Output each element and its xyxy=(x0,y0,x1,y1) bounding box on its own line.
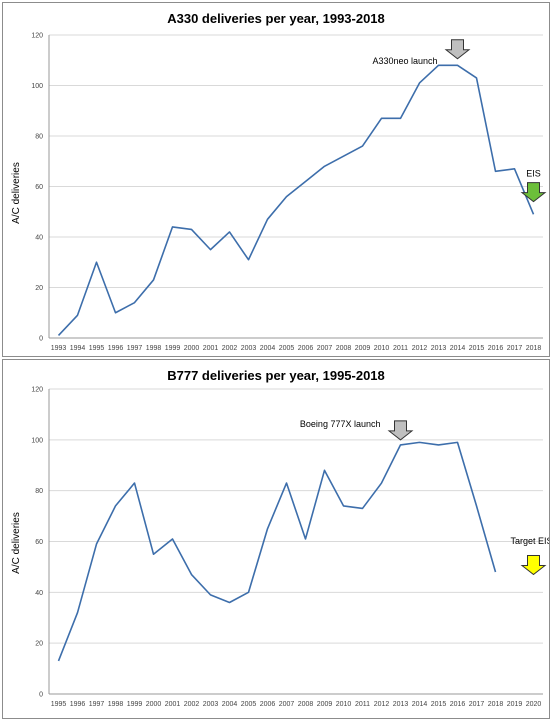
x-tick-label: 2018 xyxy=(526,345,542,352)
annotation-label: Boeing 777X launch xyxy=(300,419,381,429)
y-tick-label: 80 xyxy=(35,488,43,495)
y-tick-label: 40 xyxy=(35,590,43,597)
annotations: Boeing 777X launch Target EIS xyxy=(300,419,549,576)
x-tick-label: 1998 xyxy=(108,701,124,708)
x-tick-label: 2012 xyxy=(374,701,390,708)
x-tick-label: 2016 xyxy=(488,345,504,352)
y-tick-labels: 0 20 40 60 80 100 120 xyxy=(31,387,43,699)
annotations: A330neo launch EIS xyxy=(372,39,547,203)
x-tick-label: 2001 xyxy=(203,345,219,352)
x-tick-label: 2008 xyxy=(336,345,352,352)
y-tick-label: 0 xyxy=(39,692,43,699)
y-axis-label: A/C deliveries xyxy=(11,162,22,224)
series-line-path xyxy=(57,441,497,662)
b777-chart: B777 deliveries per year, 1995-2018 A/C … xyxy=(11,368,549,708)
x-tick-label: 1999 xyxy=(165,345,181,352)
series-line xyxy=(57,64,535,337)
x-tick-label: 2007 xyxy=(317,345,333,352)
x-tick-label: 2015 xyxy=(431,701,447,708)
x-tick-label: 2014 xyxy=(450,345,466,352)
x-tick-label: 2003 xyxy=(203,701,219,708)
y-tick-label: 60 xyxy=(35,539,43,546)
chart-title: A330 deliveries per year, 1993-2018 xyxy=(167,11,385,26)
y-tick-label: 100 xyxy=(31,437,43,444)
x-tick-label: 2011 xyxy=(355,701,370,708)
annotation-arrow-icon xyxy=(387,420,414,441)
y-tick-label: 20 xyxy=(35,285,43,292)
y-tick-label: 80 xyxy=(35,134,43,141)
x-tick-label: 2013 xyxy=(431,345,447,352)
x-tick-label: 2001 xyxy=(165,701,181,708)
x-tick-label: 1995 xyxy=(51,701,67,708)
x-tick-label: 2009 xyxy=(355,345,371,352)
x-tick-label: 2003 xyxy=(241,345,257,352)
x-tick-label: 2012 xyxy=(412,345,428,352)
a330-chart: A330 deliveries per year, 1993-2018 A/C … xyxy=(11,11,547,352)
x-tick-label: 2009 xyxy=(317,701,333,708)
x-tick-label: 1998 xyxy=(146,345,162,352)
x-tick-label: 2004 xyxy=(260,345,276,352)
annotation-label: Target EIS xyxy=(510,536,549,546)
x-tick-label: 2017 xyxy=(469,701,485,708)
series-line xyxy=(57,441,497,662)
y-tick-label: 40 xyxy=(35,235,43,242)
a330-chart-panel: A330 deliveries per year, 1993-2018 A/C … xyxy=(2,2,550,357)
y-tick-label: 100 xyxy=(31,83,43,90)
axes xyxy=(48,389,543,695)
x-tick-label: 2008 xyxy=(298,701,314,708)
gridlines xyxy=(49,34,543,339)
x-tick-label: 2000 xyxy=(146,701,162,708)
x-tick-label: 2010 xyxy=(374,345,390,352)
x-tick-label: 1999 xyxy=(127,701,143,708)
x-tick-label: 1995 xyxy=(89,345,105,352)
x-tick-label: 1996 xyxy=(70,701,86,708)
axes xyxy=(48,35,543,339)
x-tick-label: 1994 xyxy=(70,345,86,352)
y-tick-label: 60 xyxy=(35,184,43,191)
y-axis-label: A/C deliveries xyxy=(11,512,22,574)
y-tick-label: 0 xyxy=(39,336,43,343)
x-tick-label: 1993 xyxy=(51,345,67,352)
b777-chart-panel: B777 deliveries per year, 1995-2018 A/C … xyxy=(2,359,550,719)
x-tick-label: 2016 xyxy=(450,701,466,708)
x-tick-label: 1997 xyxy=(127,345,143,352)
x-tick-label: 2015 xyxy=(469,345,485,352)
x-tick-label: 1997 xyxy=(89,701,105,708)
x-tick-label: 2017 xyxy=(507,345,523,352)
x-tick-label: 2011 xyxy=(393,345,408,352)
x-tick-label: 2010 xyxy=(336,701,352,708)
x-tick-label: 2004 xyxy=(222,701,238,708)
annotation-arrow-icon xyxy=(520,182,547,203)
x-tick-label: 2013 xyxy=(393,701,409,708)
x-tick-label: 2018 xyxy=(488,701,504,708)
gridlines xyxy=(49,388,543,695)
y-tick-label: 20 xyxy=(35,641,43,648)
x-tick-label: 2002 xyxy=(184,701,200,708)
series-line-path xyxy=(57,64,535,337)
x-tick-label: 2006 xyxy=(260,701,276,708)
x-tick-label: 2019 xyxy=(507,701,523,708)
annotation-arrow-icon xyxy=(444,39,471,60)
x-tick-label: 1996 xyxy=(108,345,124,352)
x-tick-label: 2005 xyxy=(241,701,257,708)
annotation-arrow-icon xyxy=(520,555,547,576)
annotation-label: A330neo launch xyxy=(372,56,437,66)
x-tick-label: 2005 xyxy=(279,345,295,352)
chart-title: B777 deliveries per year, 1995-2018 xyxy=(167,368,385,383)
x-tick-labels: 1993 1994 1995 1996 1997 1998 1999 2000 2001 2002… xyxy=(51,345,542,352)
annotation-label: EIS xyxy=(526,168,541,178)
x-tick-label: 2006 xyxy=(298,345,314,352)
y-tick-label: 120 xyxy=(31,33,43,40)
y-tick-labels: 0 20 40 60 80 100 120 xyxy=(31,33,43,343)
x-tick-label: 2002 xyxy=(222,345,238,352)
y-tick-label: 120 xyxy=(31,387,43,394)
x-tick-label: 2020 xyxy=(526,701,542,708)
x-tick-label: 2007 xyxy=(279,701,295,708)
x-tick-label: 2000 xyxy=(184,345,200,352)
x-tick-label: 2014 xyxy=(412,701,428,708)
x-tick-labels: 1995 1996 1997 1998 1999 2000 2001 2002 2003 2004… xyxy=(51,701,542,708)
